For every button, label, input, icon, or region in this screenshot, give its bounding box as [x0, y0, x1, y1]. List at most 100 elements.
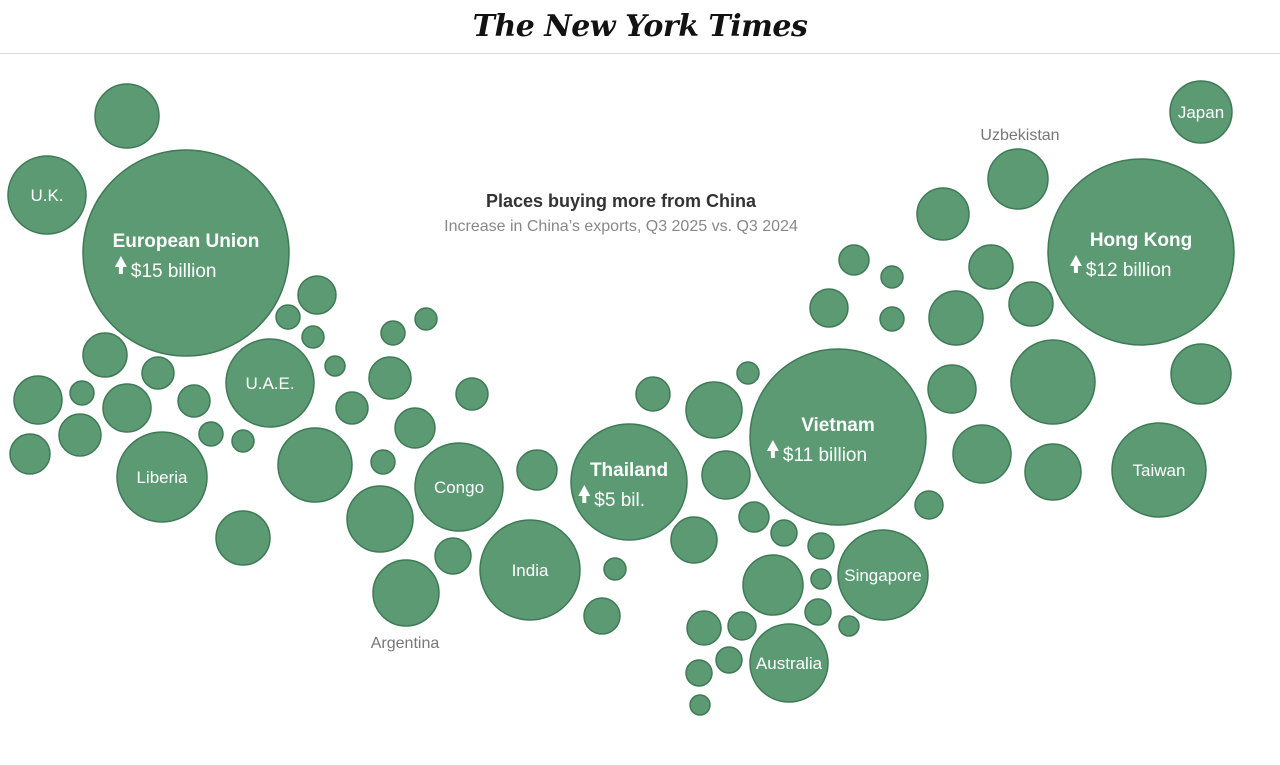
bubble[interactable] [198, 421, 224, 447]
bubble[interactable] [968, 244, 1014, 290]
bubble-uzbekistan[interactable] [987, 148, 1049, 210]
bubble[interactable] [346, 485, 414, 553]
up-arrow-icon [1069, 255, 1082, 273]
bubble-thailand[interactable] [570, 423, 688, 541]
bubble-hong-kong[interactable] [1047, 158, 1235, 346]
bubble[interactable] [916, 187, 970, 241]
bubble[interactable] [927, 364, 977, 414]
bubble[interactable] [804, 598, 832, 626]
bubble[interactable] [13, 375, 63, 425]
bubble[interactable] [1024, 443, 1082, 501]
bubble[interactable] [141, 356, 175, 390]
up-arrow-icon [114, 256, 127, 274]
bubble[interactable] [9, 433, 51, 475]
up-arrow-icon [766, 440, 779, 458]
bubble[interactable] [689, 694, 711, 716]
bubble[interactable] [1170, 343, 1232, 405]
bubble-argentina[interactable] [372, 559, 440, 627]
bubble[interactable] [335, 391, 369, 425]
bubble[interactable] [810, 568, 832, 590]
label-hong-kong: Hong Kong [1090, 230, 1192, 251]
value-hong-kong: $12 billion [1086, 260, 1172, 281]
label-india: India [512, 561, 549, 580]
bubble[interactable] [738, 501, 770, 533]
bubble[interactable] [770, 519, 798, 547]
bubble[interactable] [838, 244, 870, 276]
bubble[interactable] [231, 429, 255, 453]
bubble[interactable] [1010, 339, 1096, 425]
label-u-k: U.K. [30, 186, 63, 205]
bubble[interactable] [603, 557, 627, 581]
bubble[interactable] [928, 290, 984, 346]
bubbles-layer [7, 80, 1235, 716]
bubble[interactable] [686, 610, 722, 646]
bubble-u-a-e[interactable] [225, 338, 315, 428]
label-thailand: Thailand [590, 460, 668, 481]
bubble-u-k[interactable] [7, 155, 87, 235]
bubble[interactable] [880, 265, 904, 289]
bubble[interactable] [275, 304, 301, 330]
label-congo: Congo [434, 478, 484, 497]
bubble[interactable] [102, 383, 152, 433]
bubble[interactable] [434, 537, 472, 575]
bubble[interactable] [297, 275, 337, 315]
bubble[interactable] [583, 597, 621, 635]
label-vietnam: Vietnam [801, 415, 875, 436]
masthead: The New York Times [0, 0, 1280, 54]
bubble-india[interactable] [479, 519, 581, 621]
bubble-congo[interactable] [414, 442, 504, 532]
bubble[interactable] [952, 424, 1012, 484]
bubble[interactable] [277, 427, 353, 503]
label-taiwan: Taiwan [1133, 461, 1186, 480]
bubble[interactable] [914, 490, 944, 520]
label-argentina: Argentina [371, 635, 440, 652]
bubble[interactable] [301, 325, 325, 349]
bubble-singapore[interactable] [837, 529, 929, 621]
nyt-logo[interactable]: The New York Times [472, 9, 808, 44]
bubble[interactable] [394, 407, 436, 449]
bubble[interactable] [1008, 281, 1054, 327]
bubble[interactable] [727, 611, 757, 641]
bubble[interactable] [879, 306, 905, 332]
bubble[interactable] [685, 381, 743, 439]
value-vietnam: $11 billion [783, 445, 867, 466]
bubble[interactable] [701, 450, 751, 500]
bubble[interactable] [455, 377, 489, 411]
bubble[interactable] [414, 307, 438, 331]
bubble[interactable] [516, 449, 558, 491]
label-european-union: European Union [113, 231, 260, 252]
bubble-taiwan[interactable] [1111, 422, 1207, 518]
bubble[interactable] [82, 332, 128, 378]
bubble[interactable] [670, 516, 718, 564]
bubble[interactable] [838, 615, 860, 637]
bubble[interactable] [807, 532, 835, 560]
bubble-japan[interactable] [1169, 80, 1233, 144]
bubble[interactable] [380, 320, 406, 346]
bubble[interactable] [736, 361, 760, 385]
bubble[interactable] [715, 646, 743, 674]
bubble[interactable] [742, 554, 804, 616]
bubble-european-union[interactable] [82, 149, 290, 357]
bubble[interactable] [324, 355, 346, 377]
bubble[interactable] [177, 384, 211, 418]
bubble-australia[interactable] [749, 623, 829, 703]
value-european-union: $15 billion [131, 261, 217, 282]
bubble[interactable] [94, 83, 160, 149]
chart-title: Places buying more from China [486, 191, 757, 211]
bubble[interactable] [685, 659, 713, 687]
label-australia: Australia [756, 654, 823, 673]
bubble-liberia[interactable] [116, 431, 208, 523]
label-u-a-e: U.A.E. [245, 374, 294, 393]
value-thailand: $5 bil. [594, 490, 645, 511]
up-arrow-icon [578, 485, 591, 503]
bubble[interactable] [215, 510, 271, 566]
bubble[interactable] [370, 449, 396, 475]
bubble[interactable] [69, 380, 95, 406]
labels-layer: European Union $15 billion Hong Kong $12 bi… [30, 103, 1224, 673]
bubble[interactable] [635, 376, 671, 412]
bubble[interactable] [58, 413, 102, 457]
bubble[interactable] [809, 288, 849, 328]
bubble-vietnam[interactable] [749, 348, 927, 526]
bubble[interactable] [368, 356, 412, 400]
